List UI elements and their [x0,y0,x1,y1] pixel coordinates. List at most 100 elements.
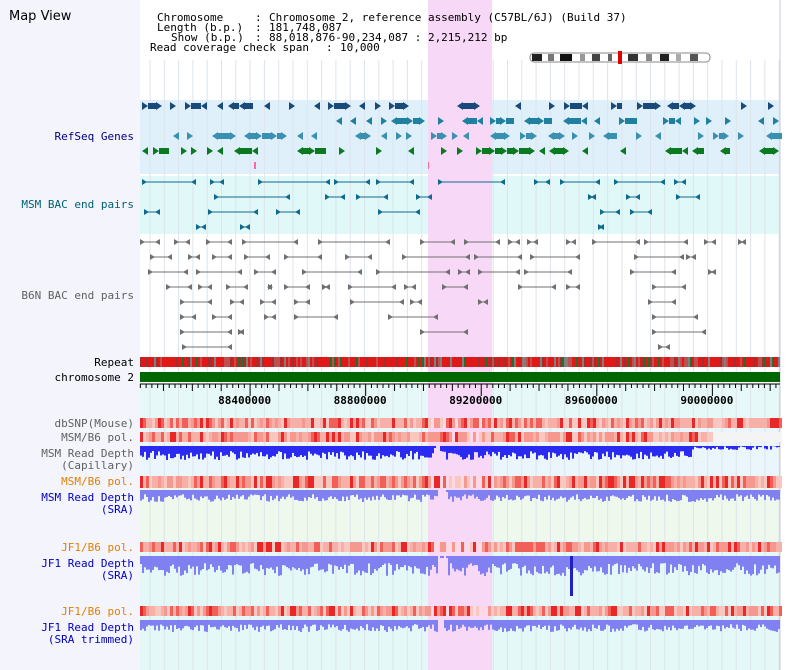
repeat-track[interactable] [140,357,780,367]
read-depth-bar [622,490,624,499]
read-depth-bar [752,446,754,448]
heatmap-cell [203,418,206,428]
heatmap-cell [512,606,515,616]
read-depth-tracks[interactable] [140,446,780,632]
heatmap-cell [566,606,569,616]
read-depth-bar [210,620,212,628]
read-depth-bar [288,620,290,626]
read-depth-bar [778,556,780,573]
b6n-bac-pair-end [294,314,299,320]
read-depth-bar [344,620,346,625]
read-depth-bar [496,620,498,631]
read-depth-bar [324,556,326,573]
ideogram-band [548,54,554,61]
read-depth-bar [704,490,706,499]
chromosome-ideogram-icon[interactable] [529,51,711,64]
read-depth-bar [618,556,620,574]
repeat-block [632,357,634,367]
repeat-block [178,357,180,367]
refseq-genes-track[interactable] [142,102,782,169]
repeat-block [678,357,680,367]
read-depth-bar [388,620,390,627]
repeat-block [228,357,230,367]
heatmap-cell [236,476,239,488]
read-depth-bar [228,620,230,627]
heatmap-cell [239,542,242,552]
track-label-b6n-bac[interactable]: B6N BAC end pairs [21,289,134,302]
read-depth-bar [666,490,668,495]
read-depth-bar [716,446,718,448]
heatmap-cell [779,542,782,552]
read-depth-bar [574,446,576,454]
read-depth-bar [280,556,282,576]
read-depth-bar [296,446,298,458]
heatmap-cell [584,432,587,442]
read-depth-bar [722,490,724,500]
read-depth-bar [478,490,480,500]
heatmap-cell [443,418,446,428]
read-depth-bar [386,490,388,500]
read-depth-bar [510,620,512,629]
heatmap-cell [656,432,659,442]
heatmap-cell [641,418,644,428]
read-depth-bar [276,490,278,496]
gene-marker [431,132,437,140]
repeat-block [574,357,576,367]
read-depth-bar [726,490,728,499]
repeat-block [710,357,712,367]
b6n-bac-end-pairs-track[interactable] [140,239,746,350]
read-depth-bar [298,490,300,501]
heatmap-cell [443,542,446,552]
msm-bac-end-pairs-track[interactable] [142,179,700,230]
heatmap-cell [548,606,551,616]
read-depth-bar [648,556,650,573]
b6n-bac-pair-end [417,299,422,305]
repeat-block [616,357,618,367]
read-depth-bar [562,620,564,626]
read-depth-bar [230,620,232,631]
heatmap-cell [599,432,602,442]
b6n-bac-pair-end [671,269,676,275]
read-depth-bar [172,446,174,459]
read-depth-bar [328,446,330,453]
gene-marker [244,132,250,140]
heatmap-cell [524,542,527,552]
heatmap-cell [569,542,572,552]
read-depth-bar [378,446,380,454]
read-depth-bar [200,490,202,497]
heatmap-tracks[interactable] [140,418,782,616]
read-depth-bar [640,446,642,452]
read-depth-bar [248,556,250,574]
heatmap-cell [482,432,485,442]
read-depth-bar [604,446,606,457]
heatmap-cell [248,476,251,488]
heatmap-cell [620,432,623,442]
heatmap-cell [422,432,425,442]
read-depth-bar [686,446,688,457]
read-depth-bar [178,490,180,496]
heatmap-cell [341,542,344,552]
read-depth-bar [252,556,254,564]
read-depth-bar [466,556,468,568]
read-depth-bar [190,620,192,630]
read-depth-bar [234,556,236,566]
read-depth-bar [754,620,756,631]
read-depth-bar [514,446,516,454]
heatmap-cell [296,542,299,552]
heatmap-cell [284,418,287,428]
b6n-bac-pair-end [376,269,381,275]
read-depth-bar [598,446,600,460]
gene-marker [477,117,483,125]
heatmap-cell [353,606,356,616]
track-label-refseq[interactable]: RefSeq Genes [54,130,134,143]
track-label-msm-bac[interactable]: MSM BAC end pairs [21,198,134,211]
heatmap-cell [191,606,194,616]
read-depth-bar [356,620,358,629]
read-depth-bar [686,490,688,497]
repeat-block [752,357,754,367]
read-depth-bar [638,620,640,630]
heatmap-cell [464,542,467,552]
read-depth-bar [670,620,672,631]
read-depth-bar [196,490,198,500]
